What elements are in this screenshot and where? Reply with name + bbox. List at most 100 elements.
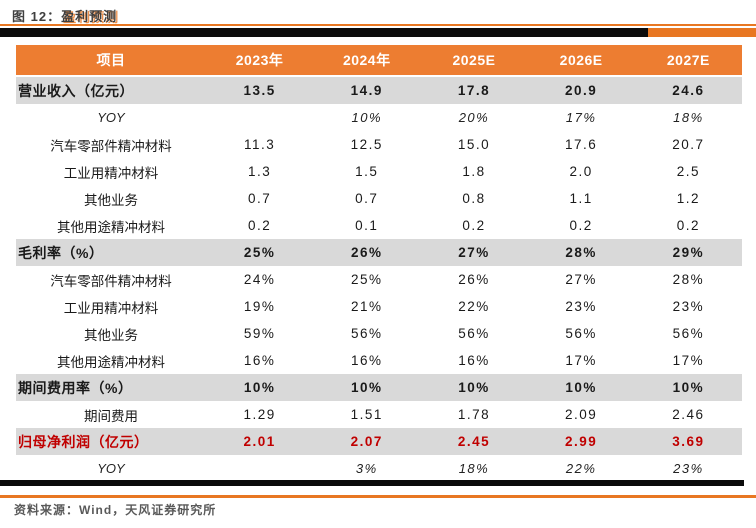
column-header-year: 2025E [420,45,528,77]
table-cell: 12.5 [350,137,383,152]
figure-title: 图 12：盈利预测 [12,6,117,25]
column-header-year: 2027E [634,45,742,77]
table-cell: 10% [634,374,742,401]
table-row: 其他用途精冲材料 0.2 0.1 0.2 0.2 0.2 [16,212,742,239]
row-label: 工业用精冲材料 [63,165,159,181]
table-cell: 13.5 [206,76,314,104]
table-cell: 15.0 [457,137,491,152]
row-label: YOY [97,461,125,476]
table-row: 工业用精冲材料 1.3 1.5 1.8 2.0 2.5 [16,158,742,185]
table-cell: 23% [673,461,704,476]
table-row: 汽车零部件精冲材料 24% 25% 26% 27% 28% [16,266,742,293]
table-cell: 24% [243,272,276,287]
table-cell: 2.5 [676,164,701,179]
table-body: 营业收入（亿元） 13.5 14.9 17.8 20.9 24.6 YOY 10% 20% 17%… [16,76,742,482]
row-label: YOY [97,110,125,125]
column-header-year: 2023年 [206,45,314,77]
table-row: 期间费用 1.29 1.51 1.78 2.09 2.46 [16,401,742,428]
row-label: 期间费用率（%） [16,374,206,401]
title-rule-orange-end [648,28,756,37]
row-label: 汽车零部件精冲材料 [50,273,172,289]
table-cell: 27% [420,239,528,266]
table-cell: 22% [458,299,490,314]
table-cell: 0.7 [355,191,379,206]
table-cell: 20.9 [527,76,635,104]
table-cell: 1.3 [247,164,272,179]
table-cell: 20.7 [672,137,705,152]
table-cell: 10% [313,374,421,401]
table-row: 汽车零部件精冲材料 11.3 12.5 15.0 17.6 20.7 [16,131,742,158]
table-cell: 2.45 [420,428,528,455]
table-cell [206,455,313,482]
table-cell: 17.6 [565,137,598,152]
table-row: 毛利率（%） 25% 26% 27% 28% 29% [16,239,742,266]
row-label: 其他业务 [84,192,138,208]
table-row: 工业用精冲材料 19% 21% 22% 23% 23% [16,293,742,320]
table-row: YOY 10% 20% 17% 18% [16,104,742,131]
table-cell: 16% [351,353,383,368]
table-cell: 2.01 [206,428,314,455]
table-cell: 10% [527,374,635,401]
table-cell: 1.1 [569,191,593,206]
row-label: 其他用途精冲材料 [57,219,165,235]
table-row: YOY 3% 18% 22% 23% [16,455,742,482]
table-cell: 0.8 [462,191,486,206]
table-cell: 27% [565,272,597,287]
table-cell: 2.07 [313,428,421,455]
table-cell: 0.2 [569,218,593,233]
table-cell: 25% [351,272,383,287]
table-cell: 28% [527,239,635,266]
table-cell: 2.99 [527,428,635,455]
table-cell: 17% [672,353,705,368]
row-label: 其他用途精冲材料 [57,354,165,370]
row-label: 营业收入（亿元） [16,76,206,104]
table-cell: 1.29 [243,407,276,422]
table-header-row: 项目 2023年 2024年 2025E 2026E 2027E [16,45,742,77]
table-cell: 0.2 [247,218,272,233]
table-bottom-border [0,480,744,486]
figure-name: 盈利预测 [61,9,118,24]
row-label: 其他业务 [84,327,138,343]
table-cell: 28% [672,272,705,287]
table-cell: 59% [243,326,276,341]
table-cell: 24.6 [634,76,742,104]
table-cell: 2.09 [565,407,598,422]
table-cell: 1.2 [676,191,701,206]
row-label: 期间费用 [84,408,138,424]
table-cell: 18% [673,110,704,125]
table-cell: 17% [565,353,597,368]
table-cell: 10% [206,374,314,401]
table-cell: 16% [458,353,490,368]
table-cell: 19% [243,299,276,314]
figure-number-label: 图 12： [12,9,62,24]
table-cell: 22% [565,461,597,476]
column-header-item: 项目 [16,45,206,77]
title-rule-black [0,28,648,37]
table-cell: 0.1 [355,218,379,233]
table-row: 其他业务 0.7 0.7 0.8 1.1 1.2 [16,185,742,212]
table-cell: 16% [243,353,276,368]
table-cell: 23% [565,299,597,314]
table-cell: 1.78 [457,407,491,422]
table-cell: 0.2 [462,218,486,233]
table-row: 营业收入（亿元） 13.5 14.9 17.8 20.9 24.6 [16,76,742,104]
table-cell: 3% [355,461,378,476]
title-rule-orange-thin [0,24,756,26]
table-cell: 10% [420,374,528,401]
table-cell: 0.7 [247,191,272,206]
table-cell: 1.8 [462,164,486,179]
table-cell: 26% [313,239,421,266]
table-cell: 26% [458,272,490,287]
table-cell: 25% [206,239,314,266]
table-cell: 1.51 [350,407,383,422]
footer-separator-line [0,495,756,498]
row-label: 归母净利润（亿元） [16,428,206,455]
table-cell: 20% [458,110,490,125]
row-label: 工业用精冲材料 [63,300,159,316]
table-cell: 2.0 [569,164,593,179]
table-head: 项目 2023年 2024年 2025E 2026E 2027E [16,45,742,77]
table-cell: 56% [565,326,597,341]
table-cell: 56% [672,326,705,341]
table-cell [206,104,313,131]
table-cell: 2.46 [672,407,705,422]
